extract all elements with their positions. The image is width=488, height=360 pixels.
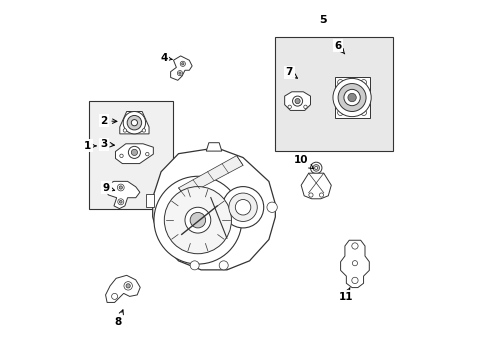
Circle shape <box>351 277 357 284</box>
Polygon shape <box>334 77 369 118</box>
Circle shape <box>235 199 250 215</box>
Circle shape <box>131 120 137 126</box>
Polygon shape <box>170 56 192 80</box>
Circle shape <box>310 162 321 174</box>
Circle shape <box>184 207 210 233</box>
Circle shape <box>119 201 122 203</box>
Circle shape <box>222 186 263 228</box>
Text: 1: 1 <box>84 141 96 151</box>
Circle shape <box>118 199 123 205</box>
Circle shape <box>126 284 130 288</box>
Circle shape <box>182 63 183 65</box>
Polygon shape <box>340 240 368 288</box>
Circle shape <box>294 99 300 104</box>
Circle shape <box>190 212 205 228</box>
Polygon shape <box>301 173 330 199</box>
Polygon shape <box>104 181 140 208</box>
Circle shape <box>266 202 277 212</box>
Circle shape <box>145 152 149 156</box>
Circle shape <box>337 84 366 112</box>
Text: 3: 3 <box>100 139 114 149</box>
Text: 9: 9 <box>102 183 115 193</box>
Circle shape <box>360 110 366 116</box>
Polygon shape <box>178 156 243 196</box>
Circle shape <box>117 184 124 191</box>
Polygon shape <box>152 149 275 270</box>
Circle shape <box>312 165 319 171</box>
Circle shape <box>190 261 199 270</box>
Circle shape <box>360 80 366 85</box>
Circle shape <box>128 147 140 158</box>
Circle shape <box>337 80 343 85</box>
Circle shape <box>219 261 228 270</box>
Circle shape <box>228 193 257 221</box>
Circle shape <box>123 112 145 134</box>
Circle shape <box>337 110 343 116</box>
Bar <box>274 37 392 151</box>
Circle shape <box>351 243 357 249</box>
Polygon shape <box>284 92 310 111</box>
Text: 5: 5 <box>319 15 326 26</box>
Circle shape <box>131 149 137 156</box>
Circle shape <box>308 193 312 197</box>
Text: 4: 4 <box>160 53 172 63</box>
Polygon shape <box>115 144 153 163</box>
Circle shape <box>164 186 231 254</box>
Circle shape <box>347 93 356 102</box>
Circle shape <box>154 176 241 264</box>
Circle shape <box>352 261 357 266</box>
Text: 10: 10 <box>293 155 313 168</box>
Circle shape <box>123 282 132 290</box>
Polygon shape <box>120 112 149 134</box>
Circle shape <box>303 105 306 109</box>
Circle shape <box>292 96 302 106</box>
Text: 2: 2 <box>100 116 117 126</box>
Circle shape <box>332 78 370 117</box>
Circle shape <box>119 186 122 189</box>
Circle shape <box>314 166 317 170</box>
Circle shape <box>127 116 142 130</box>
Circle shape <box>343 89 360 106</box>
Circle shape <box>123 129 126 132</box>
Text: 7: 7 <box>285 67 297 78</box>
Circle shape <box>287 105 291 109</box>
Polygon shape <box>105 275 140 302</box>
Bar <box>146 194 154 207</box>
Circle shape <box>111 293 118 300</box>
Circle shape <box>177 71 182 76</box>
Circle shape <box>319 193 323 197</box>
Polygon shape <box>206 143 222 151</box>
Circle shape <box>179 72 181 74</box>
Circle shape <box>120 154 123 158</box>
Bar <box>88 101 172 209</box>
Text: 11: 11 <box>338 288 352 302</box>
Circle shape <box>180 61 185 66</box>
Text: 6: 6 <box>333 41 344 54</box>
Circle shape <box>142 129 145 132</box>
Text: 8: 8 <box>114 310 123 327</box>
